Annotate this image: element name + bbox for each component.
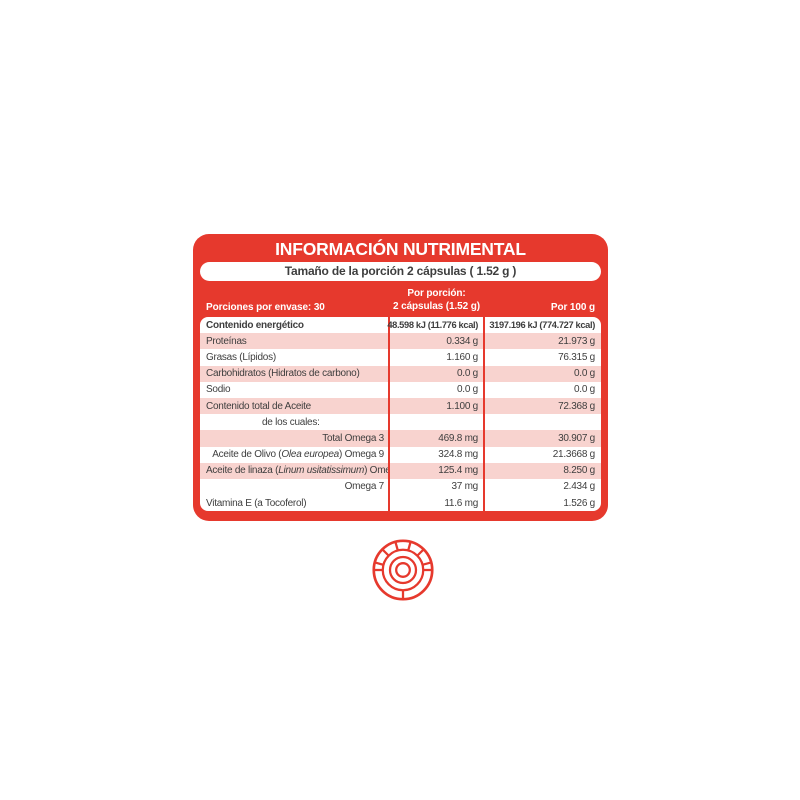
table-row-of-which: de los cuales: <box>200 414 601 431</box>
row-label-text: ) Omega 6 <box>364 465 388 477</box>
row-per-100g-value: 30.907 g <box>558 432 595 444</box>
row-per-serving-value: 0.0 g <box>388 381 485 398</box>
row-per-serving-value: 469.8 mg <box>388 430 485 447</box>
row-label: Omega 7 <box>344 481 385 493</box>
row-per-serving-value: 0.334 g <box>388 333 485 350</box>
table-row-sodium: Sodio 0.0 g 0.0 g <box>200 381 601 398</box>
row-label-text: ) Omega 9 <box>339 449 384 461</box>
row-label: Contenido energético <box>206 319 304 331</box>
per-serving-header-line2: 2 cápsulas (1.52 g) <box>392 300 481 312</box>
row-label: Contenido total de Aceite <box>206 400 311 412</box>
row-per-100g-value: 76.315 g <box>558 351 595 363</box>
row-per-serving-value: 37 mg <box>388 478 485 496</box>
row-label: Vitamina E (a Tocoferol) <box>206 497 307 509</box>
row-label-text: Aceite de linaza ( <box>206 465 279 477</box>
row-label: Aceite de linaza (Linum usitatissimum) O… <box>200 465 388 476</box>
table-row-omega6: Aceite de linaza (Linum usitatissimum) O… <box>200 462 601 479</box>
row-label-scientific-name: Linum usitatissimum <box>278 465 365 477</box>
table-row-omega3: Total Omega 3 469.8 mg 30.907 g <box>200 430 601 447</box>
row-per-100g-value: 8.250 g <box>563 465 595 477</box>
row-label-text: Aceite de Olivo ( <box>212 449 282 461</box>
row-per-serving-value: 48.598 kJ (11.776 kcal) <box>387 317 485 334</box>
wheel-icon-svg <box>372 539 434 601</box>
row-label: Aceite de Olivo (Olea europea) Omega 9 <box>200 449 388 460</box>
row-per-serving-value: 1.100 g <box>388 397 485 415</box>
servings-per-container-header: Porciones por envase: 30 <box>206 302 325 313</box>
row-label: de los cuales: <box>262 416 320 428</box>
row-per-100g-value: 21.3668 g <box>552 449 596 461</box>
table-row-protein: Proteínas 0.334 g 21.973 g <box>200 333 601 350</box>
table-row-omega9: Aceite de Olivo (Olea europea) Omega 9 3… <box>200 446 601 463</box>
per-100g-header: Por 100 g <box>550 302 595 313</box>
row-per-100g-value: 2.434 g <box>563 481 595 493</box>
row-label: Carbohidratos (Hidratos de carbono) <box>206 368 360 380</box>
panel-title: INFORMACIÓN NUTRIMENTAL <box>275 239 526 259</box>
row-per-serving-value: 125.4 mg <box>388 462 485 479</box>
row-per-serving-value <box>388 414 485 431</box>
table-row-omega7: Omega 7 37 mg 2.434 g <box>200 478 601 496</box>
row-per-serving-value: 324.8 mg <box>388 446 485 463</box>
per-serving-header: Por porción: 2 cápsulas (1.52 g) <box>388 288 485 313</box>
row-per-100g-value: 0.0 g <box>574 368 595 380</box>
row-per-100g-value: 0.0 g <box>574 384 595 396</box>
nutrition-facts-panel: INFORMACIÓN NUTRIMENTAL Tamaño de la por… <box>193 234 608 521</box>
table-row-carbohydrates: Carbohidratos (Hidratos de carbono) 0.0 … <box>200 365 601 382</box>
row-per-100g-value: 3197.196 kJ (774.727 kcal) <box>489 320 595 331</box>
serving-size-pill: Tamaño de la porción 2 cápsulas ( 1.52 g… <box>200 262 601 281</box>
row-per-100g-value: 1.526 g <box>563 497 595 509</box>
row-label: Total Omega 3 <box>322 432 384 444</box>
row-per-serving-value: 0.0 g <box>388 365 485 382</box>
row-label-scientific-name: Olea europea <box>281 449 339 461</box>
row-label: Grasas (Lípidos) <box>206 351 276 363</box>
row-per-100g-value <box>485 414 601 430</box>
row-per-serving-value: 11.6 mg <box>388 495 485 512</box>
row-per-100g-value: 21.973 g <box>558 335 595 347</box>
row-label: Proteínas <box>206 335 247 347</box>
table-row-fat: Grasas (Lípidos) 1.160 g 76.315 g <box>200 349 601 366</box>
row-label: Sodio <box>206 384 231 396</box>
row-per-100g-value: 72.368 g <box>558 400 595 412</box>
nutrition-table: Contenido energético 48.598 kJ (11.776 k… <box>200 317 601 512</box>
table-row-total-oil: Contenido total de Aceite 1.100 g 72.368… <box>200 397 601 415</box>
table-row-vitamin-e: Vitamina E (a Tocoferol) 11.6 mg 1.526 g <box>200 495 601 512</box>
column-headers: Porciones por envase: 30 Por porción: 2 … <box>200 281 601 317</box>
circular-wheel-logo-icon <box>371 538 435 602</box>
table-row-energy: Contenido energético 48.598 kJ (11.776 k… <box>200 317 601 334</box>
per-serving-header-line1: Por porción: <box>407 288 466 299</box>
row-per-serving-value: 1.160 g <box>388 349 485 366</box>
